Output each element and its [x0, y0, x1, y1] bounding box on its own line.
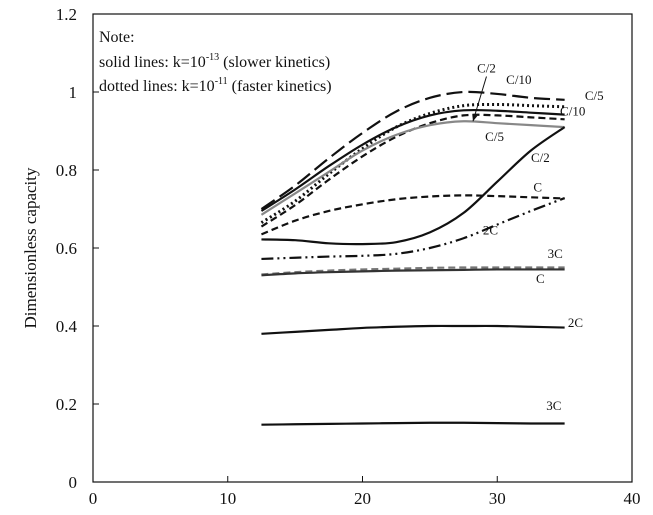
annotation-arrow — [472, 76, 487, 122]
y-tick-label: 1.2 — [56, 5, 77, 24]
y-tick-label: 1 — [69, 83, 78, 102]
x-tick-label: 30 — [489, 489, 506, 508]
curve-label: 2C — [483, 222, 498, 237]
curve-label: 3C — [548, 246, 563, 261]
series-line-2C-faster — [261, 197, 566, 261]
y-tick-label: 0.6 — [56, 239, 77, 258]
annotation-arrowhead — [472, 114, 478, 122]
series-line-C-10-faster — [260, 90, 565, 210]
data-series — [260, 90, 566, 426]
y-tick-label: 0.8 — [56, 161, 77, 180]
series-line-C-5-slower — [260, 120, 565, 216]
curve-label: C/10 — [560, 103, 585, 118]
series-line-3C-slower — [261, 421, 565, 426]
note-title: Note: — [99, 29, 135, 46]
series-line-C-2-faster — [260, 113, 565, 228]
curve-label: 3C — [546, 398, 561, 413]
curve-label: C — [533, 179, 542, 194]
curve-label: C/2 — [477, 61, 496, 76]
series-line-3C-faster — [261, 266, 565, 276]
y-tick-label: 0.4 — [56, 317, 78, 336]
y-tick-label: 0 — [69, 473, 78, 492]
curve-label: 2C — [568, 315, 583, 330]
note-line-dotted: dotted lines: k=10-11 (faster kinetics) — [99, 76, 332, 95]
series-line-2C-slower — [261, 324, 565, 335]
series-line-C-5-faster — [260, 102, 565, 224]
x-tick-label: 10 — [219, 489, 236, 508]
curve-label: C/10 — [506, 72, 531, 87]
series-line-C-10-slower — [260, 108, 565, 212]
series-line-C-faster — [261, 194, 565, 236]
series-line-C-2-slower — [261, 126, 566, 246]
note: Note: solid lines: k=10-13 (slower kinet… — [99, 29, 332, 95]
x-tick-label: 40 — [624, 489, 641, 508]
curve-label: C/5 — [485, 129, 504, 144]
curve-label: C — [536, 271, 545, 286]
curve-label: C/5 — [585, 88, 604, 103]
x-tick-label: 20 — [354, 489, 371, 508]
y-axis-label: Dimensionless capacity — [21, 167, 40, 328]
curve-label: C/2 — [531, 150, 550, 165]
series-line-C-slower — [261, 268, 565, 277]
x-tick-label: 0 — [89, 489, 98, 508]
y-tick-label: 0.2 — [56, 395, 77, 414]
axis-ticks: 0 10 20 30 40 0 0.2 0.4 0.6 0.8 1 1.2 — [56, 5, 641, 508]
note-line-solid: solid lines: k=10-13 (slower kinetics) — [99, 52, 330, 71]
